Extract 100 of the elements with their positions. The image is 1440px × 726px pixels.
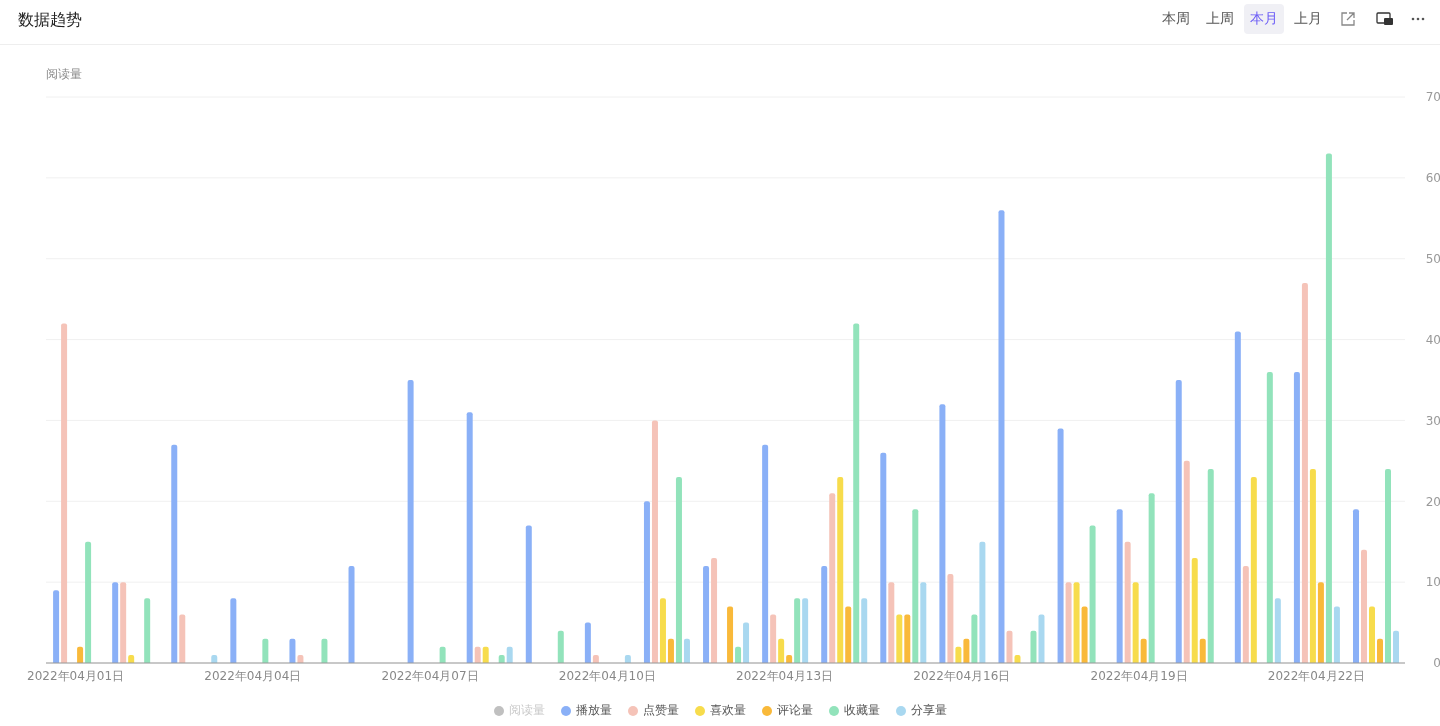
bar	[998, 210, 1005, 663]
bar	[1065, 582, 1072, 663]
bar	[179, 614, 186, 663]
bar	[743, 622, 750, 663]
bar	[845, 606, 852, 663]
bar	[896, 614, 903, 663]
bar	[112, 582, 119, 663]
bar	[1191, 557, 1198, 663]
bar	[171, 444, 178, 663]
bar	[1132, 582, 1139, 663]
bar	[61, 323, 68, 663]
bar	[439, 646, 446, 663]
bar	[770, 614, 777, 663]
bar	[979, 541, 986, 663]
y-tick-label: 50	[1425, 251, 1440, 266]
bar	[348, 565, 355, 663]
legend-label: 点赞量	[641, 702, 679, 719]
bar	[525, 525, 532, 663]
bar	[821, 565, 828, 663]
bar	[888, 582, 895, 663]
bar	[1333, 606, 1340, 663]
x-tick-label: 2022年04月22日	[1267, 668, 1365, 683]
bar	[466, 412, 473, 663]
bar	[1175, 380, 1182, 663]
bar	[667, 638, 674, 663]
bar	[1124, 541, 1131, 663]
bar	[963, 638, 970, 663]
x-tick-label: 2022年04月19日	[1090, 668, 1188, 683]
bar	[675, 477, 682, 663]
x-tick-label: 2022年04月04日	[204, 668, 302, 683]
bar	[1199, 638, 1206, 663]
bar	[1274, 598, 1281, 663]
text: 本月	[1244, 4, 1284, 34]
bar	[584, 622, 591, 663]
bar	[794, 598, 801, 663]
y-tick-label: 10	[1425, 575, 1440, 590]
bar	[659, 598, 666, 663]
bar	[1266, 371, 1273, 663]
bar	[1140, 638, 1147, 663]
bar	[1089, 525, 1096, 663]
bar	[853, 323, 860, 663]
bar	[321, 638, 328, 663]
y-tick-label: 30	[1425, 413, 1440, 428]
bar	[53, 590, 60, 663]
bar	[904, 614, 911, 663]
legend-label: 分享量	[909, 702, 947, 719]
bar	[1377, 638, 1383, 663]
bar	[829, 493, 836, 663]
x-tick-label: 2022年04月13日	[736, 668, 834, 683]
bar	[77, 646, 84, 663]
y-tick-label: 60	[1425, 171, 1440, 186]
bar	[120, 582, 127, 663]
y-axis-title: 阅读量	[46, 66, 82, 83]
x-tick-label: 2022年04月07日	[381, 668, 479, 683]
bar	[1116, 509, 1123, 663]
bar	[1325, 153, 1332, 663]
bar	[1309, 468, 1316, 663]
bar	[955, 646, 962, 663]
bar	[1183, 460, 1190, 663]
bar	[262, 638, 269, 663]
bar	[1148, 493, 1155, 663]
bar	[683, 638, 690, 663]
bar	[651, 420, 658, 663]
text: 上月	[1293, 9, 1323, 28]
bar	[912, 509, 919, 663]
bar	[1250, 477, 1257, 663]
bar	[289, 638, 296, 663]
bar	[230, 598, 237, 663]
bar	[557, 630, 564, 663]
chart-title: 数据趋势	[18, 10, 82, 31]
y-tick-label: 20	[1425, 494, 1440, 509]
bar	[947, 574, 954, 663]
bar	[85, 541, 92, 663]
x-tick-label: 2022年04月16日	[913, 668, 1011, 683]
bar	[1030, 630, 1037, 663]
bar	[1242, 565, 1249, 663]
bar	[506, 646, 513, 663]
bar	[778, 638, 785, 663]
bar	[1393, 630, 1399, 663]
legend-label: 评论量	[775, 702, 813, 719]
bar	[1369, 606, 1375, 663]
bar	[735, 646, 742, 663]
bar	[1006, 630, 1013, 663]
y-tick-label: 70	[1425, 90, 1440, 105]
bar	[837, 477, 844, 663]
legend-label: 播放量	[574, 702, 612, 719]
bar	[643, 501, 650, 663]
bar	[1057, 428, 1064, 663]
y-tick-label: 0	[1433, 656, 1440, 671]
bar	[1207, 468, 1214, 663]
bar	[1385, 468, 1391, 663]
bar	[971, 614, 978, 663]
bar	[1081, 606, 1088, 663]
bar	[407, 380, 414, 663]
bar	[1317, 582, 1324, 663]
bar	[727, 606, 734, 663]
bar	[1353, 509, 1359, 663]
bar	[861, 598, 868, 663]
legend-label: 收藏量	[842, 702, 880, 719]
text: 本周	[1161, 9, 1191, 28]
